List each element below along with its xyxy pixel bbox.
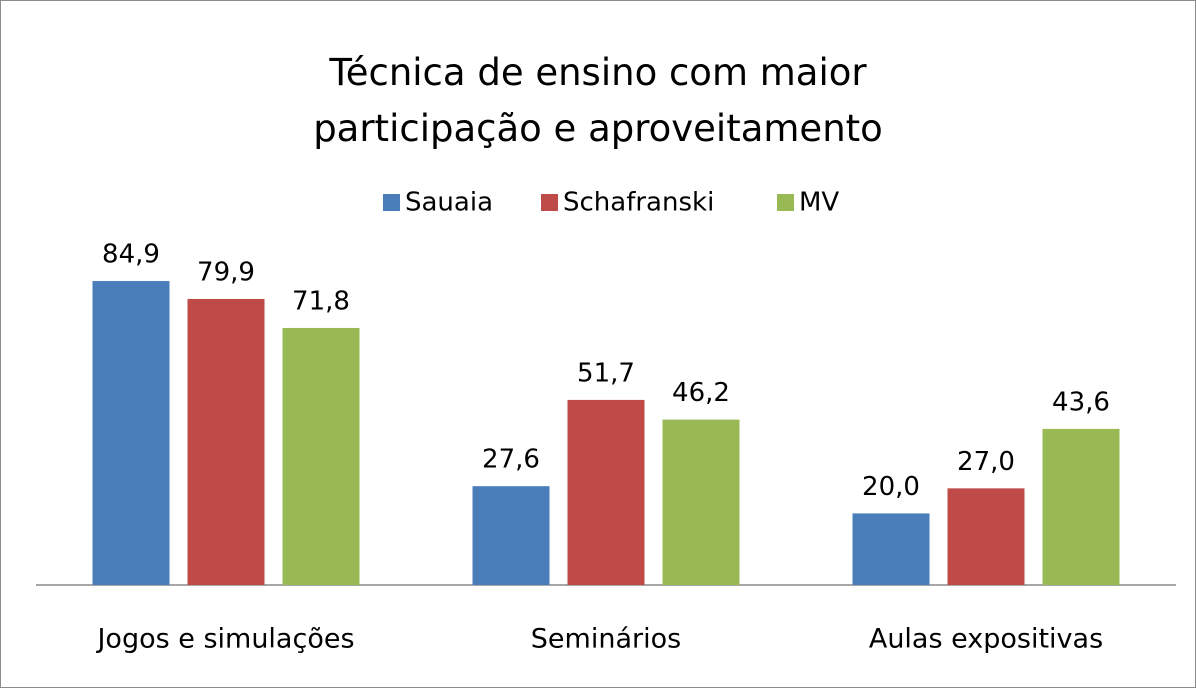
data-label: 27,0 [957, 447, 1015, 477]
data-label: 20,0 [862, 472, 920, 502]
legend-swatch [383, 194, 400, 211]
data-label: 46,2 [672, 378, 730, 408]
legend-label: MV [799, 188, 839, 218]
data-label: 79,9 [197, 257, 255, 287]
legend-label: Sauaia [405, 188, 493, 218]
x-tick-label: Aulas expositivas [869, 624, 1103, 655]
x-tick-label: Seminários [531, 624, 681, 655]
data-label: 71,8 [292, 286, 350, 316]
bar [852, 513, 930, 585]
bar [472, 486, 550, 585]
bar [567, 399, 645, 585]
bar [1042, 428, 1120, 585]
chart-title: Técnica de ensino com maior participação… [313, 51, 883, 150]
data-label: 84,9 [102, 240, 160, 270]
legend-swatch [541, 194, 558, 211]
bar [92, 281, 170, 585]
data-label: 51,7 [577, 358, 635, 388]
bar [282, 327, 360, 585]
data-label: 43,6 [1052, 387, 1110, 417]
data-label: 27,6 [482, 445, 540, 475]
bar [947, 488, 1025, 585]
legend-swatch [777, 194, 794, 211]
legend-label: Schafranski [563, 188, 714, 218]
x-tick-label: Jogos e simulações [95, 624, 354, 655]
bar [662, 419, 740, 585]
bar [187, 298, 265, 585]
